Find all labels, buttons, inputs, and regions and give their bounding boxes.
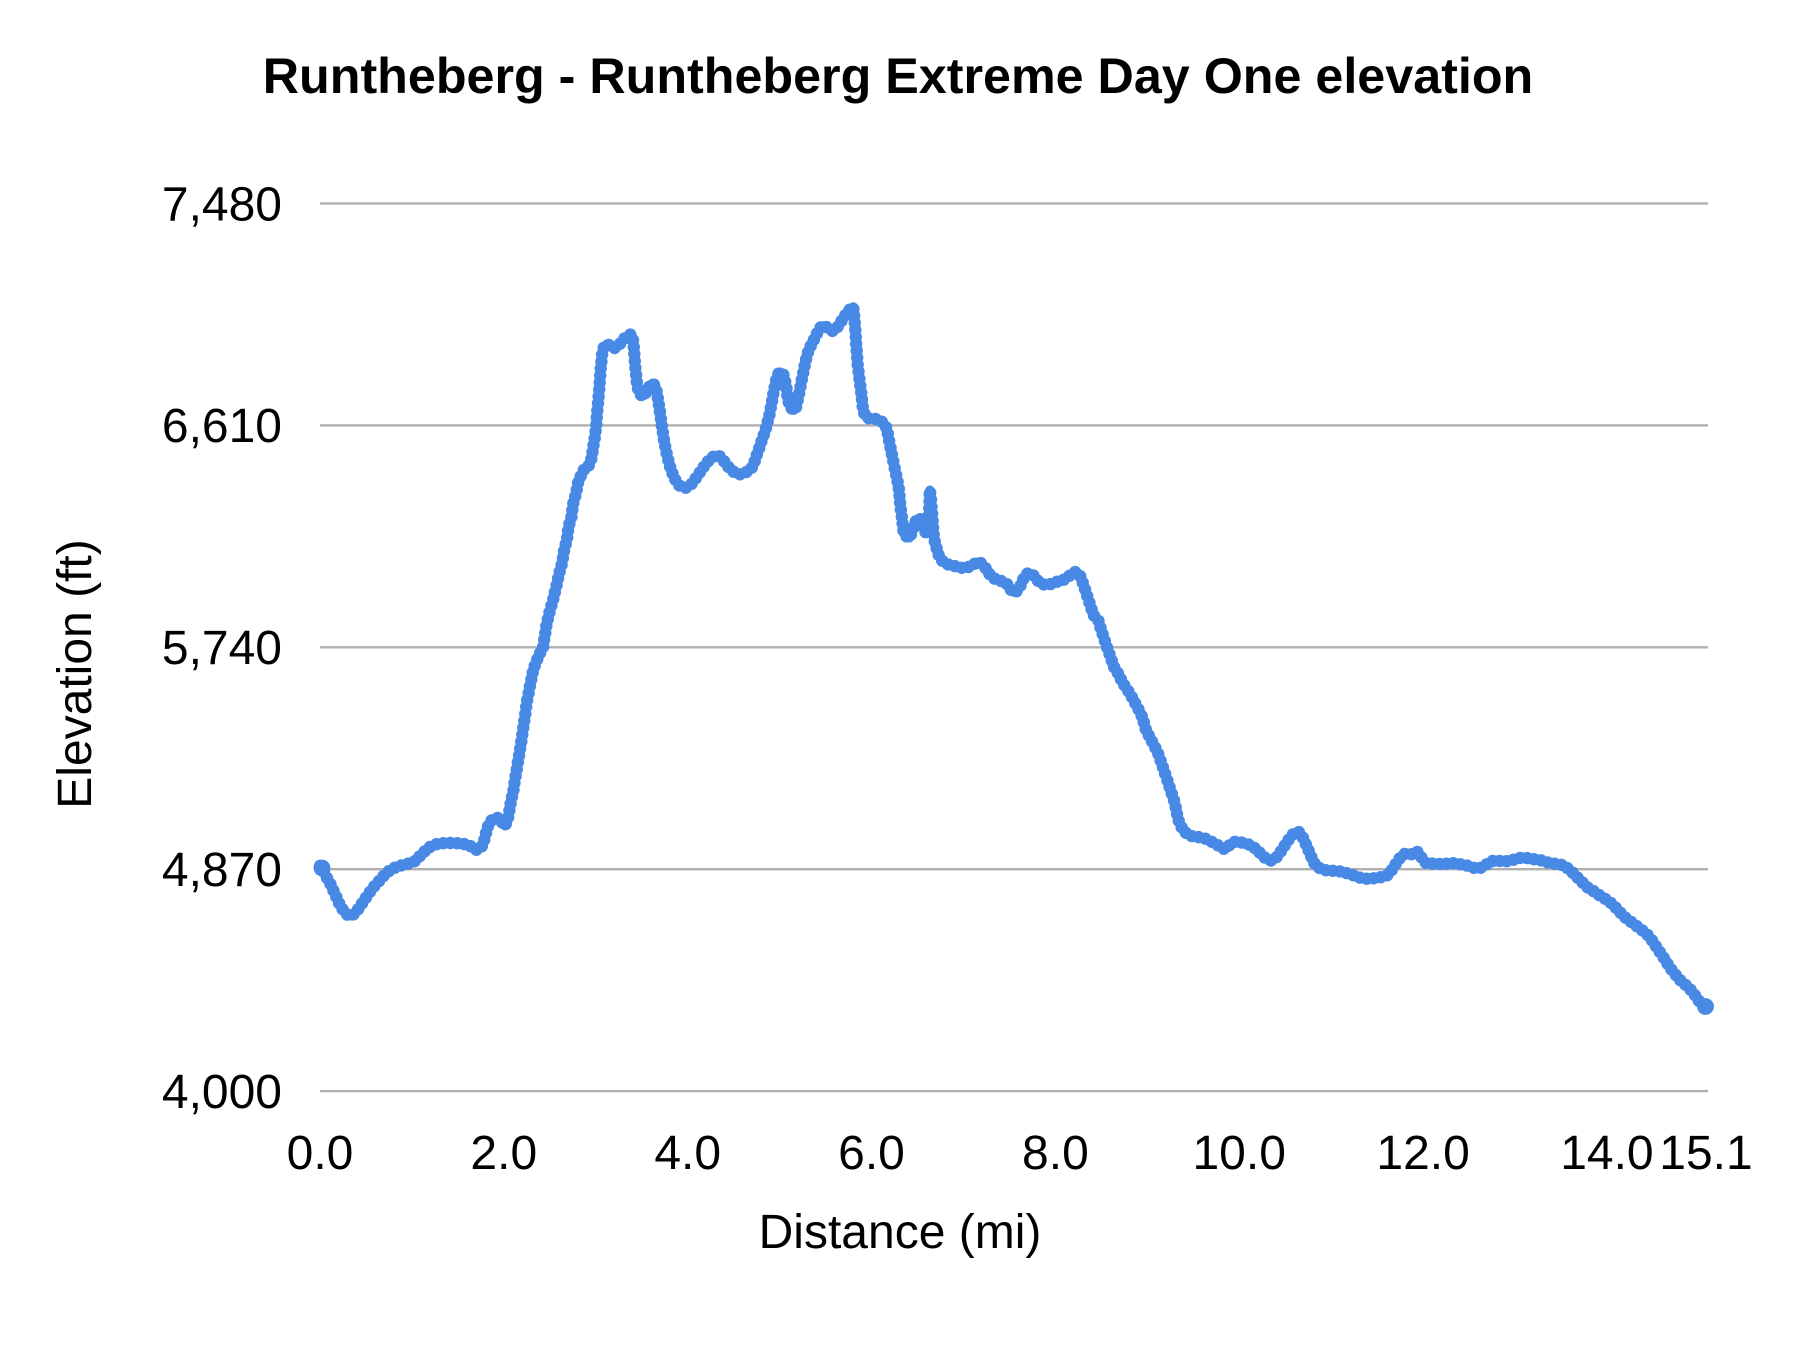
svg-text:12.0: 12.0 <box>1376 1127 1469 1180</box>
svg-text:0.0: 0.0 <box>287 1127 354 1180</box>
svg-text:7,480: 7,480 <box>162 178 282 231</box>
svg-text:6,610: 6,610 <box>162 400 282 453</box>
svg-text:6.0: 6.0 <box>838 1127 905 1180</box>
svg-text:10.0: 10.0 <box>1192 1127 1285 1180</box>
svg-text:2.0: 2.0 <box>470 1127 537 1180</box>
svg-text:Elevation (ft): Elevation (ft) <box>49 539 102 808</box>
svg-text:4,870: 4,870 <box>162 844 282 897</box>
svg-text:4,000: 4,000 <box>162 1066 282 1119</box>
svg-text:5,740: 5,740 <box>162 622 282 675</box>
svg-text:8.0: 8.0 <box>1022 1127 1089 1180</box>
svg-text:Runtheberg - Runtheberg Extrem: Runtheberg - Runtheberg Extreme Day One … <box>263 48 1533 104</box>
svg-text:15.1: 15.1 <box>1659 1127 1752 1180</box>
svg-text:14.0: 14.0 <box>1560 1127 1653 1180</box>
svg-text:Distance (mi): Distance (mi) <box>759 1206 1042 1259</box>
svg-text:4.0: 4.0 <box>654 1127 721 1180</box>
